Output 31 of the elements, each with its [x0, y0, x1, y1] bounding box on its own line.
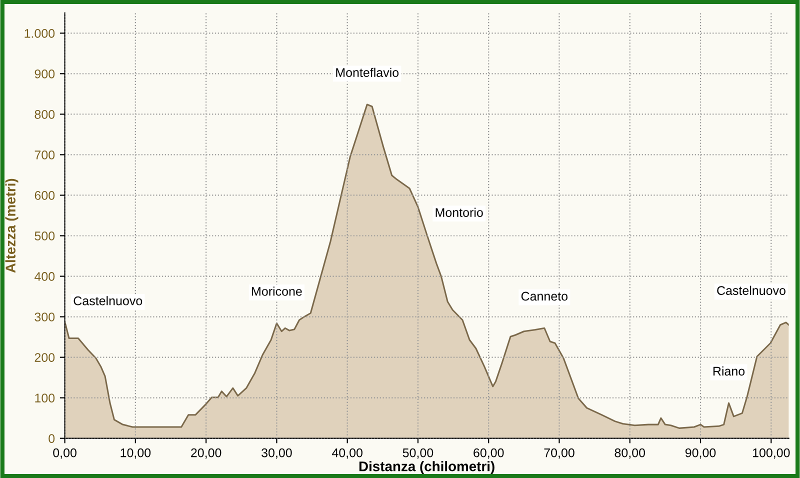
x-tick-label: 40,00	[332, 448, 362, 459]
y-tick-label: 500	[34, 232, 55, 240]
annotation: Riano	[713, 366, 745, 376]
y-tick-label: 800	[34, 110, 55, 119]
x-tick-label: 0,00	[53, 448, 76, 459]
y-tick-label: 100	[35, 394, 55, 402]
x-tick-label: 90,00	[685, 448, 716, 459]
y-tick-label: 0	[48, 434, 55, 443]
x-tick-label: 50,00	[402, 448, 434, 459]
y-axis-title: Altezza (metri)	[5, 178, 18, 273]
annotation: Castelnuovo	[717, 286, 786, 295]
x-tick-label: 80,00	[614, 448, 646, 459]
x-tick-label: 30,00	[262, 448, 292, 459]
x-tick-label: 60,00	[474, 448, 504, 459]
y-tick-label: 700	[34, 150, 55, 160]
x-tick-label: 70,00	[544, 448, 574, 459]
annotation: Montorio	[436, 208, 483, 217]
y-tick-label: 1.000	[24, 28, 55, 38]
x-tick-label: 20,00	[191, 448, 222, 459]
annotation: Moricone	[252, 286, 302, 296]
y-tick-label: 600	[34, 191, 55, 200]
y-tick-label: 400	[34, 272, 55, 281]
annotation: Castelnuovo	[74, 296, 142, 306]
x-tick-label: 10,00	[120, 448, 151, 459]
y-tick-label: 300	[34, 312, 55, 322]
annotation: Monteflavio	[336, 68, 399, 77]
x-axis-title: Distanza (chilometri)	[359, 461, 494, 474]
y-tick-label: 900	[34, 69, 55, 78]
y-tick-label: 200	[34, 353, 55, 362]
annotation: Canneto	[521, 292, 568, 301]
x-tick-label: 100,00	[752, 448, 790, 459]
